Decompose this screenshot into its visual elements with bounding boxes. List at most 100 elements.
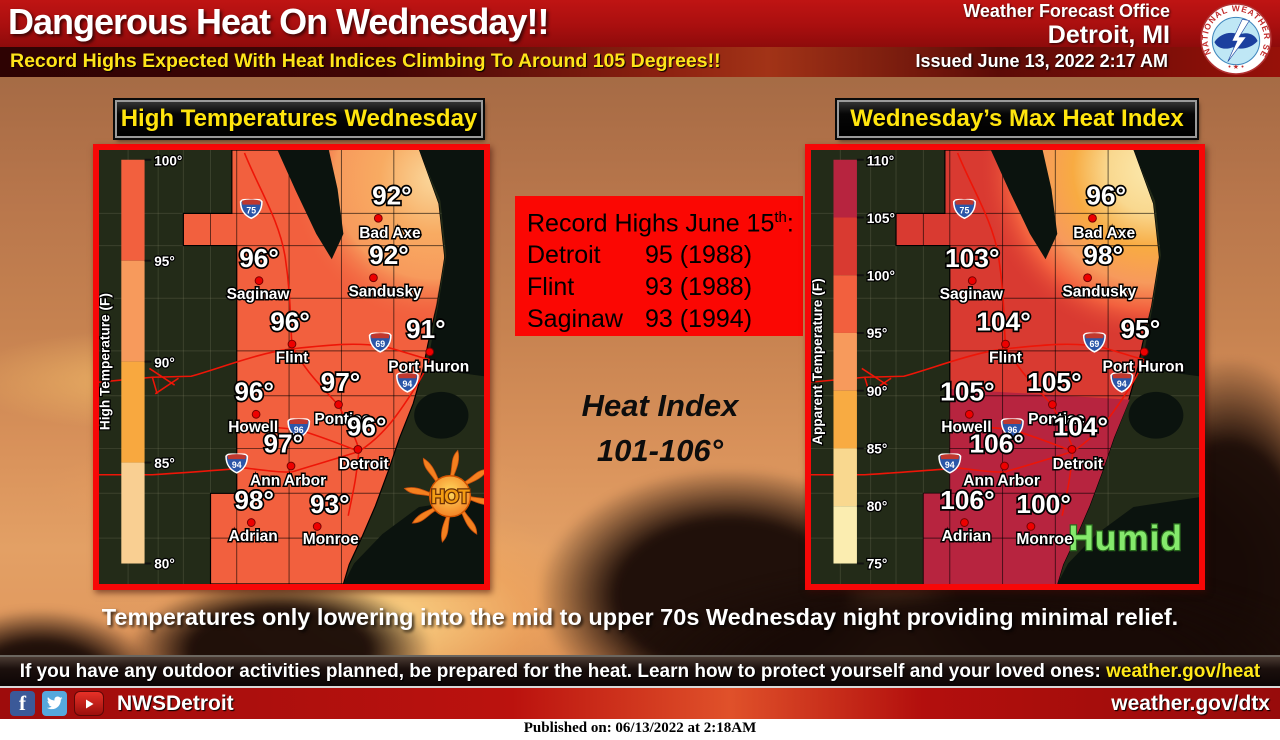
svg-text:106°: 106° [969, 428, 1024, 458]
svg-text:Saginaw: Saginaw [227, 286, 291, 303]
lake-huron [419, 150, 484, 377]
interstate-69-shield: 69 [1082, 332, 1106, 353]
website-link[interactable]: weather.gov/dtx [1111, 692, 1270, 715]
lake-huron [1133, 150, 1199, 377]
legend-label: Apparent Temperature (F) [811, 278, 825, 445]
office-block: Weather Forecast Office Detroit, MI [963, 1, 1170, 49]
interstate-94-shield: 94 [225, 453, 249, 474]
svg-text:98°: 98° [1083, 240, 1123, 270]
svg-text:Ann Arbor: Ann Arbor [250, 472, 326, 489]
right-map-title: Wednesday’s Max Heat Index [837, 100, 1197, 138]
heat-index-line2: 101-106° [596, 433, 724, 468]
left-map-title: High Temperatures Wednesday [115, 100, 483, 138]
shield-number: 69 [1090, 339, 1100, 349]
subtitle-text: Record Highs Expected With Heat Indices … [10, 50, 721, 72]
record-highs-title: Record Highs June 15th: [527, 202, 803, 239]
legend-tick: 80° [867, 499, 888, 514]
legend-tick: 85° [154, 456, 175, 471]
record-title-suffix: : [786, 209, 794, 238]
footer-message: If you have any outdoor activities plann… [19, 661, 1107, 682]
city-marker: 96° Bad Axe [1072, 179, 1137, 243]
legend-tick: 80° [154, 556, 175, 571]
svg-text:Monroe: Monroe [1016, 531, 1073, 548]
shield-number: 94 [403, 379, 413, 389]
social-handle[interactable]: NWSDetroit [117, 691, 234, 715]
shield-number: 94 [232, 460, 242, 470]
youtube-icon[interactable] [74, 691, 104, 716]
city-marker: 104° Flint [975, 305, 1033, 368]
legend-tick: 90° [867, 384, 888, 399]
record-row: Detroit 95 (1988) [527, 241, 753, 270]
heat-safety-link[interactable]: weather.gov/heat [1106, 661, 1261, 682]
svg-text:Flint: Flint [276, 350, 309, 367]
page-title: Dangerous Heat On Wednesday!! [8, 1, 549, 42]
twitter-icon[interactable] [42, 691, 67, 716]
svg-text:103°: 103° [945, 243, 1000, 273]
nws-logo-icon: NATIONAL WEATHER SERVICE • ★ • [1200, 3, 1272, 75]
city-marker: 105°Howell [938, 375, 996, 437]
interstate-75-shield: 75 [952, 198, 976, 220]
svg-text:105°: 105° [1027, 367, 1082, 397]
svg-text:Monroe: Monroe [303, 531, 359, 548]
city-marker: 91° Port Huron [387, 312, 471, 376]
legend-tick: 105° [867, 211, 895, 226]
svg-text:96°: 96° [239, 243, 279, 273]
svg-text:97°: 97° [263, 428, 303, 458]
svg-text:92°: 92° [369, 240, 409, 270]
svg-text:Bad Axe: Bad Axe [1073, 225, 1135, 242]
svg-text:Port Huron: Port Huron [1102, 358, 1184, 375]
legend-tick: 90° [154, 355, 175, 370]
issued-timestamp: Issued June 13, 2022 2:17 AM [915, 51, 1168, 71]
svg-text:105°: 105° [940, 377, 995, 407]
lake-st-clair [414, 391, 469, 439]
shield-number: 69 [375, 339, 385, 349]
footer-message-bar: If you have any outdoor activities plann… [0, 655, 1280, 686]
city-marker: 97° Pontiac [313, 365, 372, 429]
shield-number: 94 [1117, 379, 1127, 389]
svg-text:96°: 96° [347, 412, 387, 442]
svg-text:Bad Axe: Bad Axe [359, 225, 421, 242]
svg-text:93°: 93° [310, 489, 350, 519]
city-marker: 92° Bad Axe [358, 179, 423, 243]
interstate-75-shield: 75 [239, 198, 263, 220]
svg-text:97°: 97° [321, 367, 361, 397]
city-marker: 96° Detroit [337, 410, 390, 474]
social-icons: f NWSDetroit [10, 691, 234, 716]
svg-text:Pontiac: Pontiac [314, 411, 370, 428]
legend-tick: 95° [867, 326, 888, 341]
legend-tick: 75° [867, 556, 888, 571]
svg-text:98°: 98° [234, 485, 274, 515]
legend-tick: 100° [154, 154, 182, 169]
left-map-title-text: High Temperatures Wednesday [120, 105, 478, 132]
humid-label: Humid [1069, 519, 1183, 558]
logo-lightning-bolt-icon [1227, 19, 1250, 62]
city-marker: 100° Monroe [1015, 487, 1075, 549]
night-relief-note: Temperatures only lowering into the mid … [101, 604, 1179, 630]
shield-number: 75 [246, 205, 256, 215]
footer-social-bar: f NWSDetroit weather.gov/dtx [0, 686, 1280, 719]
legend-tick: 110° [867, 154, 895, 169]
city-marker: 97° Ann Arbor [249, 427, 328, 491]
city-marker: 96° Saginaw [225, 241, 292, 304]
svg-text:92°: 92° [372, 181, 412, 211]
published-timestamp: Published on: 06/13/2022 at 2:18AM [0, 719, 1280, 740]
city-marker: 103° Saginaw [938, 241, 1005, 304]
shield-number: 75 [960, 205, 970, 215]
city-marker: 92° Sandusky [347, 238, 424, 301]
svg-text:96°: 96° [234, 377, 274, 407]
svg-text:100°: 100° [1016, 489, 1071, 519]
saginaw-bay [990, 150, 1058, 260]
svg-text:104°: 104° [1053, 412, 1108, 442]
record-title-sup: th [774, 209, 787, 226]
subtitle-bar: Record Highs Expected With Heat Indices … [0, 47, 1280, 77]
svg-text:95°: 95° [1120, 314, 1160, 344]
legend-tick: 85° [867, 441, 888, 456]
facebook-icon[interactable]: f [10, 691, 35, 716]
record-title-prefix: Record Highs June 15 [527, 209, 775, 238]
svg-text:Detroit: Detroit [339, 456, 389, 473]
header-banner: Dangerous Heat On Wednesday!! Weather Fo… [0, 0, 1280, 49]
legend-label: High Temperature (F) [99, 293, 113, 430]
office-line1: Weather Forecast Office [963, 1, 1170, 21]
city-marker: 98° Sandusky [1061, 238, 1138, 301]
